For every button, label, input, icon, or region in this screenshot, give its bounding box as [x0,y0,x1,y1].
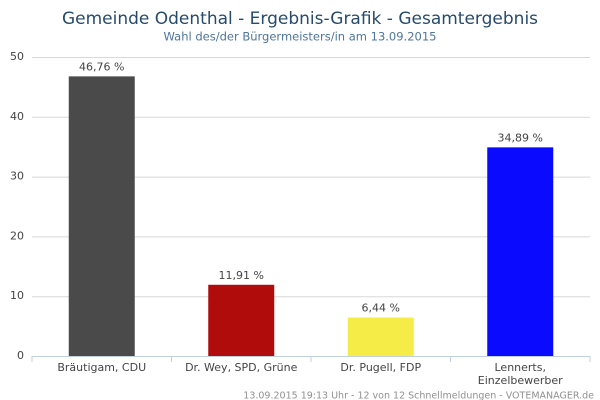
value-label: 46,76 % [79,60,124,73]
x-tick-label: Lennerts, Einzelbewerber [478,361,563,387]
y-tick-label: 20 [10,229,24,242]
value-label: 34,89 % [498,131,543,144]
chart-title: Gemeinde Odenthal - Ergebnis-Grafik - Ge… [62,9,538,29]
y-tick-label: 30 [10,170,24,183]
y-tick-label: 10 [10,289,24,302]
bar [347,317,414,356]
x-tick-label: Dr. Wey, SPD, Grüne [185,361,298,374]
x-tick-label: Dr. Pugell, FDP [340,361,421,374]
y-tick-label: 0 [17,349,24,362]
footer: 13.09.2015 19:13 Uhr - 12 von 12 Schnell… [243,391,594,400]
bar [487,147,554,356]
bar [208,284,275,356]
chart-subtitle: Wahl des/der Bürgermeisters/in am 13.09.… [164,30,437,44]
bar [68,76,135,357]
y-tick-label: 40 [10,110,24,123]
x-tick-label: Bräutigam, CDU [57,361,146,374]
y-tick-label: 50 [10,50,24,63]
value-label: 11,91 % [219,269,264,282]
value-label: 6,44 % [362,301,400,314]
